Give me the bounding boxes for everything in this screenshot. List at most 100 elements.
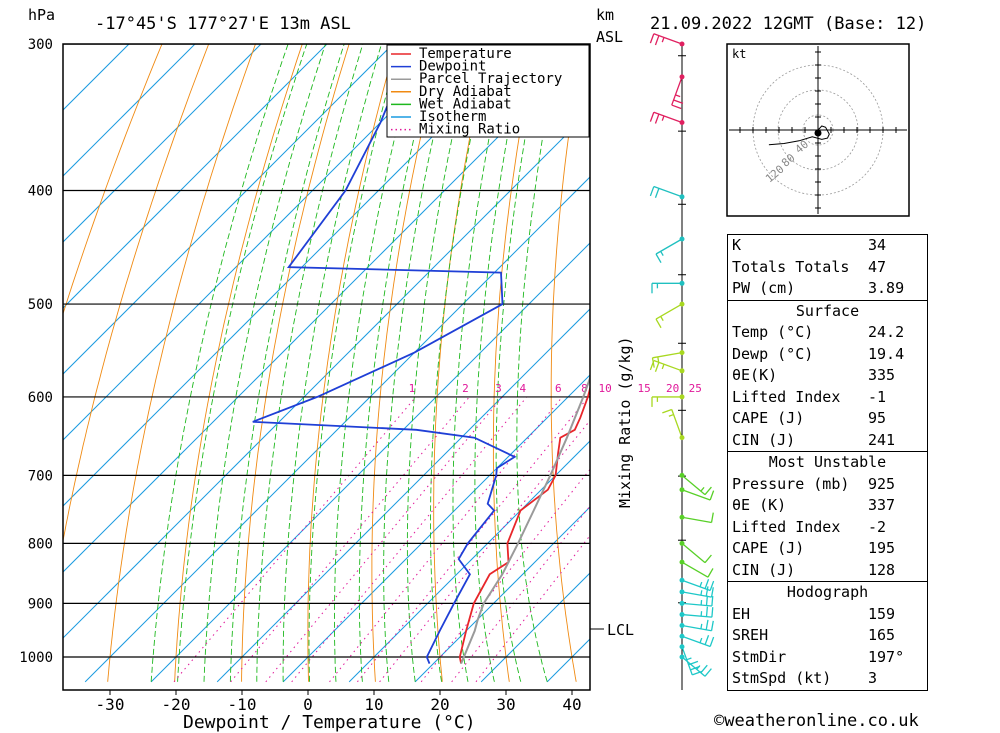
wind-barb-staff xyxy=(681,579,711,592)
index-label: Lifted Index xyxy=(732,387,841,406)
isotherm-line xyxy=(63,44,130,111)
isotherm-line xyxy=(216,308,590,683)
index-row: Dewp (°C) 19.4 xyxy=(728,344,927,366)
wind-barb-feather xyxy=(686,657,692,661)
x-tick-label: 0 xyxy=(303,695,313,714)
mixing-ratio-line xyxy=(173,396,417,683)
wind-barb xyxy=(679,559,714,578)
wind-barb-feather xyxy=(662,408,672,414)
wind-barb-feather xyxy=(705,606,709,617)
isotherm-line xyxy=(63,44,590,573)
wind-barb-staff xyxy=(681,613,712,618)
wet-adiabat-line xyxy=(452,44,509,682)
mixing-ratio-line xyxy=(265,396,503,683)
dry-adiabat-line xyxy=(661,44,710,682)
wind-barb-dot xyxy=(679,540,685,546)
index-value: -2 xyxy=(868,517,887,536)
index-label: Dewp (°C) xyxy=(732,344,814,363)
wind-barb-feather xyxy=(704,668,712,677)
index-label: SREH xyxy=(732,626,769,644)
wind-barb-feather xyxy=(710,587,714,598)
plot-frame xyxy=(62,43,591,691)
index-value: 159 xyxy=(868,604,896,623)
dry-adiabat-line xyxy=(433,44,490,682)
most-unstable-section: Most Unstable Pressure (mb) 925 θE (K) 337 L… xyxy=(728,451,927,581)
index-value: 165 xyxy=(868,626,896,644)
surface-title: Surface xyxy=(795,301,860,320)
wind-barb xyxy=(679,633,715,648)
index-value: 3.89 xyxy=(868,279,905,297)
dry-adiabat-line xyxy=(492,44,537,682)
wind-barb-dot xyxy=(679,74,685,80)
index-row: Lifted Index -1 xyxy=(728,387,927,409)
wind-barb xyxy=(655,236,685,263)
index-value: 47 xyxy=(868,257,887,276)
dry-adiabat-line xyxy=(957,44,1000,682)
index-row: StmDir 197° xyxy=(728,647,927,669)
wind-barb-staff xyxy=(655,238,683,255)
index-label: StmDir xyxy=(732,647,787,666)
wind-barb-feather xyxy=(651,357,655,368)
wind-barb-dot xyxy=(679,612,685,618)
index-row: SREH 165 xyxy=(728,625,927,647)
wind-barb-dot xyxy=(679,559,685,565)
index-row: CAPE (J) 95 xyxy=(728,408,927,430)
x-tick-label: 20 xyxy=(430,695,449,714)
hodograph-section: Hodograph EH 159 SREH 165 StmDir 197° StmSpd (… xyxy=(728,581,927,690)
mixing-ratio-line xyxy=(451,505,590,683)
wind-barb-dot xyxy=(679,368,685,374)
profile-line xyxy=(252,44,517,664)
dry-adiabat-line xyxy=(174,44,303,682)
wind-barb-dot xyxy=(679,487,685,493)
index-row: Temp (°C) 24.2 xyxy=(728,322,927,344)
wind-barb-feather xyxy=(649,186,655,197)
wind-barb-staff xyxy=(681,602,712,607)
wind-barb-feather xyxy=(692,670,702,676)
profile-line xyxy=(458,385,590,664)
wind-barb-feather xyxy=(673,99,684,105)
wind-barb xyxy=(651,280,685,294)
index-value: 195 xyxy=(868,539,896,557)
wind-barb-feather xyxy=(704,635,710,645)
copyright-footer[interactable]: ©weatheronline.co.uk xyxy=(714,711,919,731)
mixing-ratio-label: 8 xyxy=(581,382,588,395)
wind-barb-feather xyxy=(661,115,665,121)
index-value: 3 xyxy=(868,669,878,687)
wet-adiabat-line xyxy=(150,44,289,682)
pressure-tick-label: 500 xyxy=(28,297,53,313)
index-label: θE (K) xyxy=(732,496,787,514)
wind-barb-staff xyxy=(671,76,683,106)
mixing-ratio-label: 20 xyxy=(666,382,679,395)
x-tick-label: -10 xyxy=(228,695,257,714)
wet-adiabat-line xyxy=(256,44,364,682)
wind-barb-feather xyxy=(700,590,703,596)
wind-barb-staff xyxy=(681,646,693,676)
index-row: StmSpd (kt) 3 xyxy=(728,668,927,690)
wind-barb xyxy=(679,595,714,607)
index-value: 128 xyxy=(868,560,896,579)
mixing-ratio-line xyxy=(230,396,470,683)
wind-barb-dot xyxy=(679,644,685,650)
wind-barb-feather xyxy=(707,568,714,578)
indices-table: K 34 Totals Totals 47 PW (cm) 3.89 Surface Te… xyxy=(727,234,928,691)
wind-barb-feather xyxy=(699,581,703,587)
wind-barb-feather xyxy=(654,113,660,124)
lcl-label: LCL xyxy=(607,621,634,639)
hodograph-unit-label: kt xyxy=(732,47,746,61)
wind-barb-dot xyxy=(679,577,685,583)
wind-barb-feather xyxy=(688,660,699,666)
wind-barb-dot xyxy=(679,435,685,441)
wind-barb-feather xyxy=(654,188,660,199)
isotherm-line xyxy=(282,374,590,683)
wind-barb-feather xyxy=(711,607,714,618)
wind-barb-feather xyxy=(655,318,662,329)
wind-barb-feather xyxy=(654,35,660,46)
wind-barb-staff xyxy=(653,111,683,124)
wind-barb xyxy=(679,654,712,677)
wind-barb-feather xyxy=(690,665,701,671)
index-label: K xyxy=(732,236,742,254)
mixing-ratio-label: 25 xyxy=(689,382,702,395)
wind-barb-staff xyxy=(653,185,683,198)
index-value: 24.2 xyxy=(868,323,905,341)
